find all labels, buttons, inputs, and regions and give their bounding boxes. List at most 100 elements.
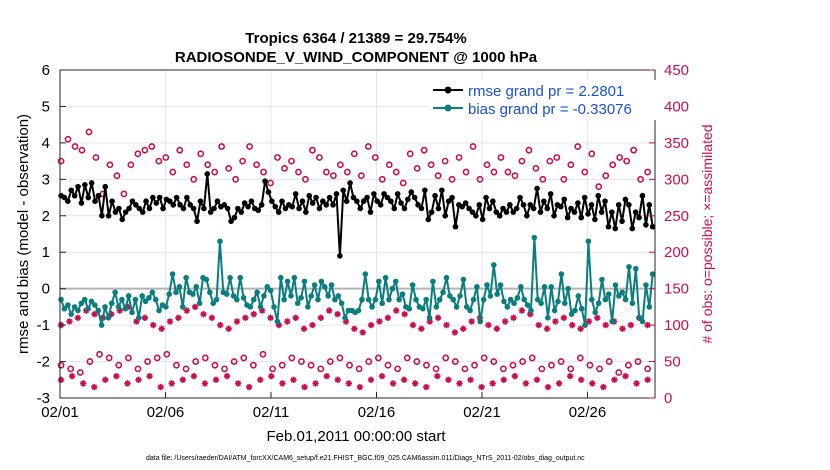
obs-possible-marker bbox=[616, 154, 624, 161]
bias-point bbox=[115, 304, 122, 310]
bias-point bbox=[88, 298, 95, 305]
obs-assimilated-marker bbox=[434, 372, 441, 380]
bias-point bbox=[399, 291, 406, 297]
bias-point bbox=[321, 284, 328, 290]
bias-point bbox=[467, 307, 473, 314]
rmse-point bbox=[401, 205, 408, 212]
bias-point bbox=[146, 294, 152, 301]
obs-assimilated-marker bbox=[208, 314, 216, 322]
bias-point bbox=[342, 315, 348, 321]
bias-point bbox=[78, 300, 85, 307]
obs-possible-marker bbox=[490, 168, 498, 176]
bias-point bbox=[203, 276, 210, 283]
y-tick-label: 5 bbox=[42, 98, 50, 115]
obs-possible-marker bbox=[204, 161, 212, 169]
obs-assimilated-marker bbox=[393, 307, 400, 314]
obs-possible-marker bbox=[176, 146, 184, 154]
obs-possible-marker bbox=[596, 365, 603, 373]
obs-assimilated-marker bbox=[535, 321, 542, 329]
rmse-point bbox=[629, 225, 636, 232]
obs-possible-marker bbox=[78, 146, 86, 154]
rmse-point bbox=[71, 192, 78, 199]
obs-assimilated-marker bbox=[544, 383, 552, 391]
rmse-point bbox=[435, 205, 442, 212]
y-tick-label: 1 bbox=[42, 244, 50, 261]
y-tick-label: 6 bbox=[42, 62, 50, 79]
bias-point bbox=[250, 296, 257, 303]
obs-possible-marker bbox=[115, 361, 123, 369]
obs-possible-marker bbox=[221, 365, 228, 373]
bias-point bbox=[254, 289, 260, 296]
bias-point bbox=[335, 293, 342, 299]
rmse-point bbox=[177, 202, 183, 208]
bias-point bbox=[75, 307, 81, 314]
obs-possible-marker bbox=[85, 128, 93, 136]
obs-assimilated-marker bbox=[257, 376, 264, 383]
obs-possible-marker bbox=[378, 175, 386, 183]
obs-assimilated-marker bbox=[412, 380, 419, 387]
rmse-point bbox=[235, 205, 241, 212]
rmse-point bbox=[571, 209, 578, 215]
bias-point bbox=[234, 296, 240, 303]
bias-point bbox=[152, 296, 159, 303]
bias-point bbox=[528, 307, 534, 314]
obs-possible-marker bbox=[182, 365, 190, 373]
rmse-point bbox=[602, 198, 608, 204]
obs-possible-marker bbox=[134, 365, 142, 373]
rmse-point bbox=[184, 194, 190, 201]
obs-possible-marker bbox=[399, 179, 407, 187]
bias-point bbox=[565, 285, 571, 292]
obs-possible-marker bbox=[96, 350, 103, 358]
obs-assimilated-marker bbox=[594, 314, 601, 322]
obs-possible-marker bbox=[106, 161, 114, 169]
bias-point bbox=[122, 305, 129, 312]
obs-possible-marker bbox=[343, 168, 351, 176]
y2-tick-label: 300 bbox=[664, 171, 689, 188]
bias-point bbox=[190, 291, 196, 297]
legend-bias-marker bbox=[444, 104, 452, 112]
rmse-point bbox=[357, 205, 364, 212]
rmse-point bbox=[496, 212, 503, 219]
obs-possible-marker bbox=[288, 354, 296, 362]
bias-point bbox=[629, 300, 636, 307]
bias-point bbox=[125, 293, 132, 299]
bias-point bbox=[359, 296, 365, 303]
rmse-point bbox=[133, 202, 139, 208]
obs-possible-marker bbox=[423, 361, 430, 369]
rmse-point bbox=[306, 192, 313, 199]
obs-possible-marker bbox=[504, 168, 512, 176]
bias-point bbox=[369, 304, 375, 310]
rmse-point bbox=[473, 212, 479, 219]
rmse-point bbox=[609, 209, 615, 215]
obs-possible-marker bbox=[434, 172, 442, 180]
obs-possible-marker bbox=[259, 350, 267, 358]
obs-assimilated-marker bbox=[501, 318, 509, 325]
obs-possible-marker bbox=[86, 358, 94, 365]
obs-possible-marker bbox=[392, 168, 400, 176]
rmse-point bbox=[92, 198, 98, 204]
rmse-point bbox=[82, 182, 88, 188]
bias-point bbox=[149, 289, 156, 296]
obs-possible-marker bbox=[317, 365, 325, 373]
obs-possible-marker bbox=[539, 175, 547, 183]
obs-possible-marker bbox=[232, 175, 240, 183]
obs-possible-marker bbox=[602, 172, 610, 180]
obs-assimilated-marker bbox=[301, 383, 308, 391]
obs-possible-marker bbox=[153, 354, 161, 362]
rmse-point bbox=[442, 212, 449, 219]
obs-assimilated-marker bbox=[585, 318, 593, 325]
rmse-point bbox=[524, 212, 530, 219]
obs-possible-marker bbox=[141, 146, 149, 154]
rmse-point bbox=[289, 203, 296, 210]
obs-possible-marker bbox=[350, 150, 358, 158]
bias-point bbox=[453, 304, 460, 310]
rmse-point bbox=[75, 183, 81, 190]
obs-assimilated-marker bbox=[389, 380, 397, 387]
bias-point bbox=[450, 296, 457, 303]
obs-possible-marker bbox=[230, 358, 238, 365]
bias-point bbox=[65, 302, 71, 308]
rmse-point bbox=[296, 205, 302, 212]
bias-point bbox=[139, 293, 145, 299]
rmse-point bbox=[129, 198, 136, 204]
rmse-point bbox=[483, 194, 489, 201]
